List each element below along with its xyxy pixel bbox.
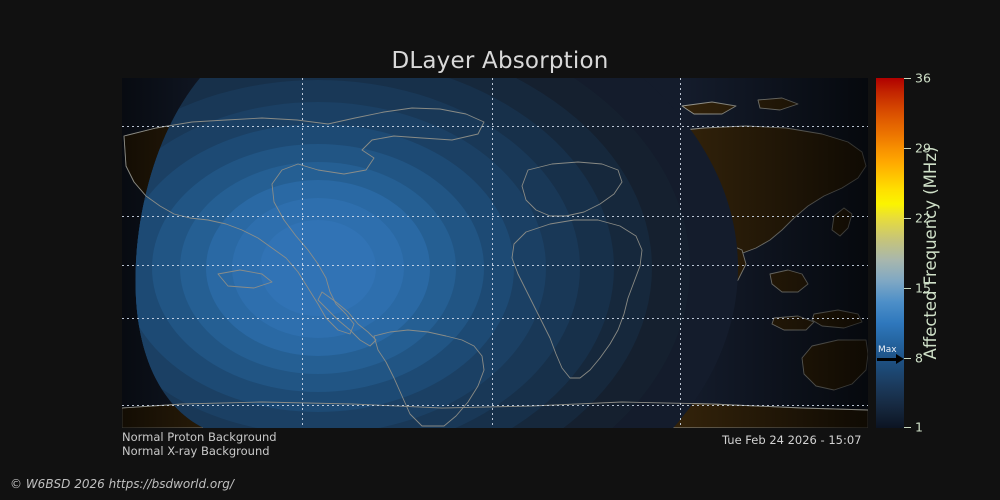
colorbar-label-15: 15 xyxy=(915,280,931,296)
timestamp: Tue Feb 24 2026 - 15:07 xyxy=(722,433,862,447)
colorbar-tick-22 xyxy=(904,218,911,219)
colorbar-tick-29 xyxy=(904,148,911,149)
colorbar-label-29: 29 xyxy=(915,140,931,156)
page-title: DLayer Absorption xyxy=(391,48,609,74)
colorbar-tick-36 xyxy=(904,78,911,79)
colorbar-tick-8 xyxy=(904,358,911,359)
colorbar-label-36: 36 xyxy=(915,70,931,86)
colorbar[interactable]: 36 29 22 15 8 1 Max xyxy=(876,71,931,435)
colorbar-label-22: 22 xyxy=(915,210,931,226)
colorbar-label-8: 8 xyxy=(915,350,923,366)
xray-background-status: Normal X-ray Background xyxy=(122,444,270,458)
world-map-plot[interactable] xyxy=(122,78,868,428)
map-svg xyxy=(122,78,868,428)
colorbar-tick-1 xyxy=(904,427,911,428)
colorbar-tick-15 xyxy=(904,288,911,289)
colorbar-axis-label: Affected Frequency (MHz) xyxy=(921,146,940,360)
proton-background-status: Normal Proton Background xyxy=(122,430,277,444)
copyright-notice: © W6BSD 2026 https://bsdworld.org/ xyxy=(10,477,234,491)
absorption-contours xyxy=(135,78,738,428)
colorbar-gradient xyxy=(876,78,904,428)
coastline-overlay xyxy=(122,107,868,427)
colorbar-label-1: 1 xyxy=(915,419,923,435)
